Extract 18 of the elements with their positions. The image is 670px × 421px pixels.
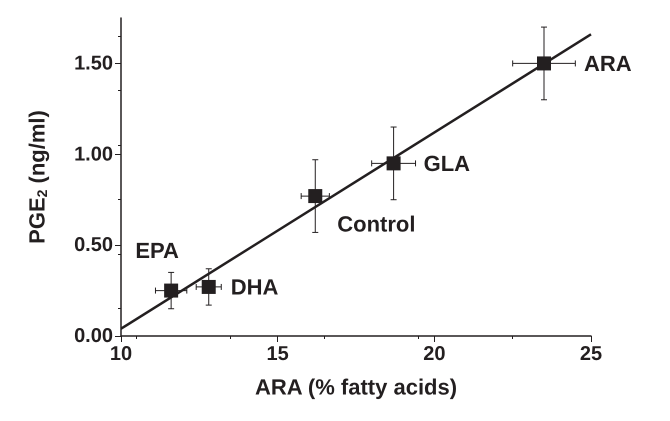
annotation: ARA [584,50,632,76]
annotation: Control [337,212,416,237]
point [308,189,322,204]
x-tick-label: 15 [266,343,289,365]
y-tick-label: 1.50 [74,52,113,74]
point [386,156,401,170]
point [537,56,551,70]
x-axis-title: ARA (% fatty acids) [254,374,458,400]
y-tick-label: 1.00 [74,143,113,166]
annotation: GLA [424,150,470,176]
x-tick-label: 20 [423,343,446,365]
y-axis-title: PGE2 (ng/ml) [24,110,50,244]
y-tick-label: 0.50 [74,234,113,256]
point [202,280,216,294]
point [164,284,178,298]
annotation: EPA [135,238,180,264]
annotation: DHA [230,274,279,300]
x-tick-label: 25 [580,343,602,365]
